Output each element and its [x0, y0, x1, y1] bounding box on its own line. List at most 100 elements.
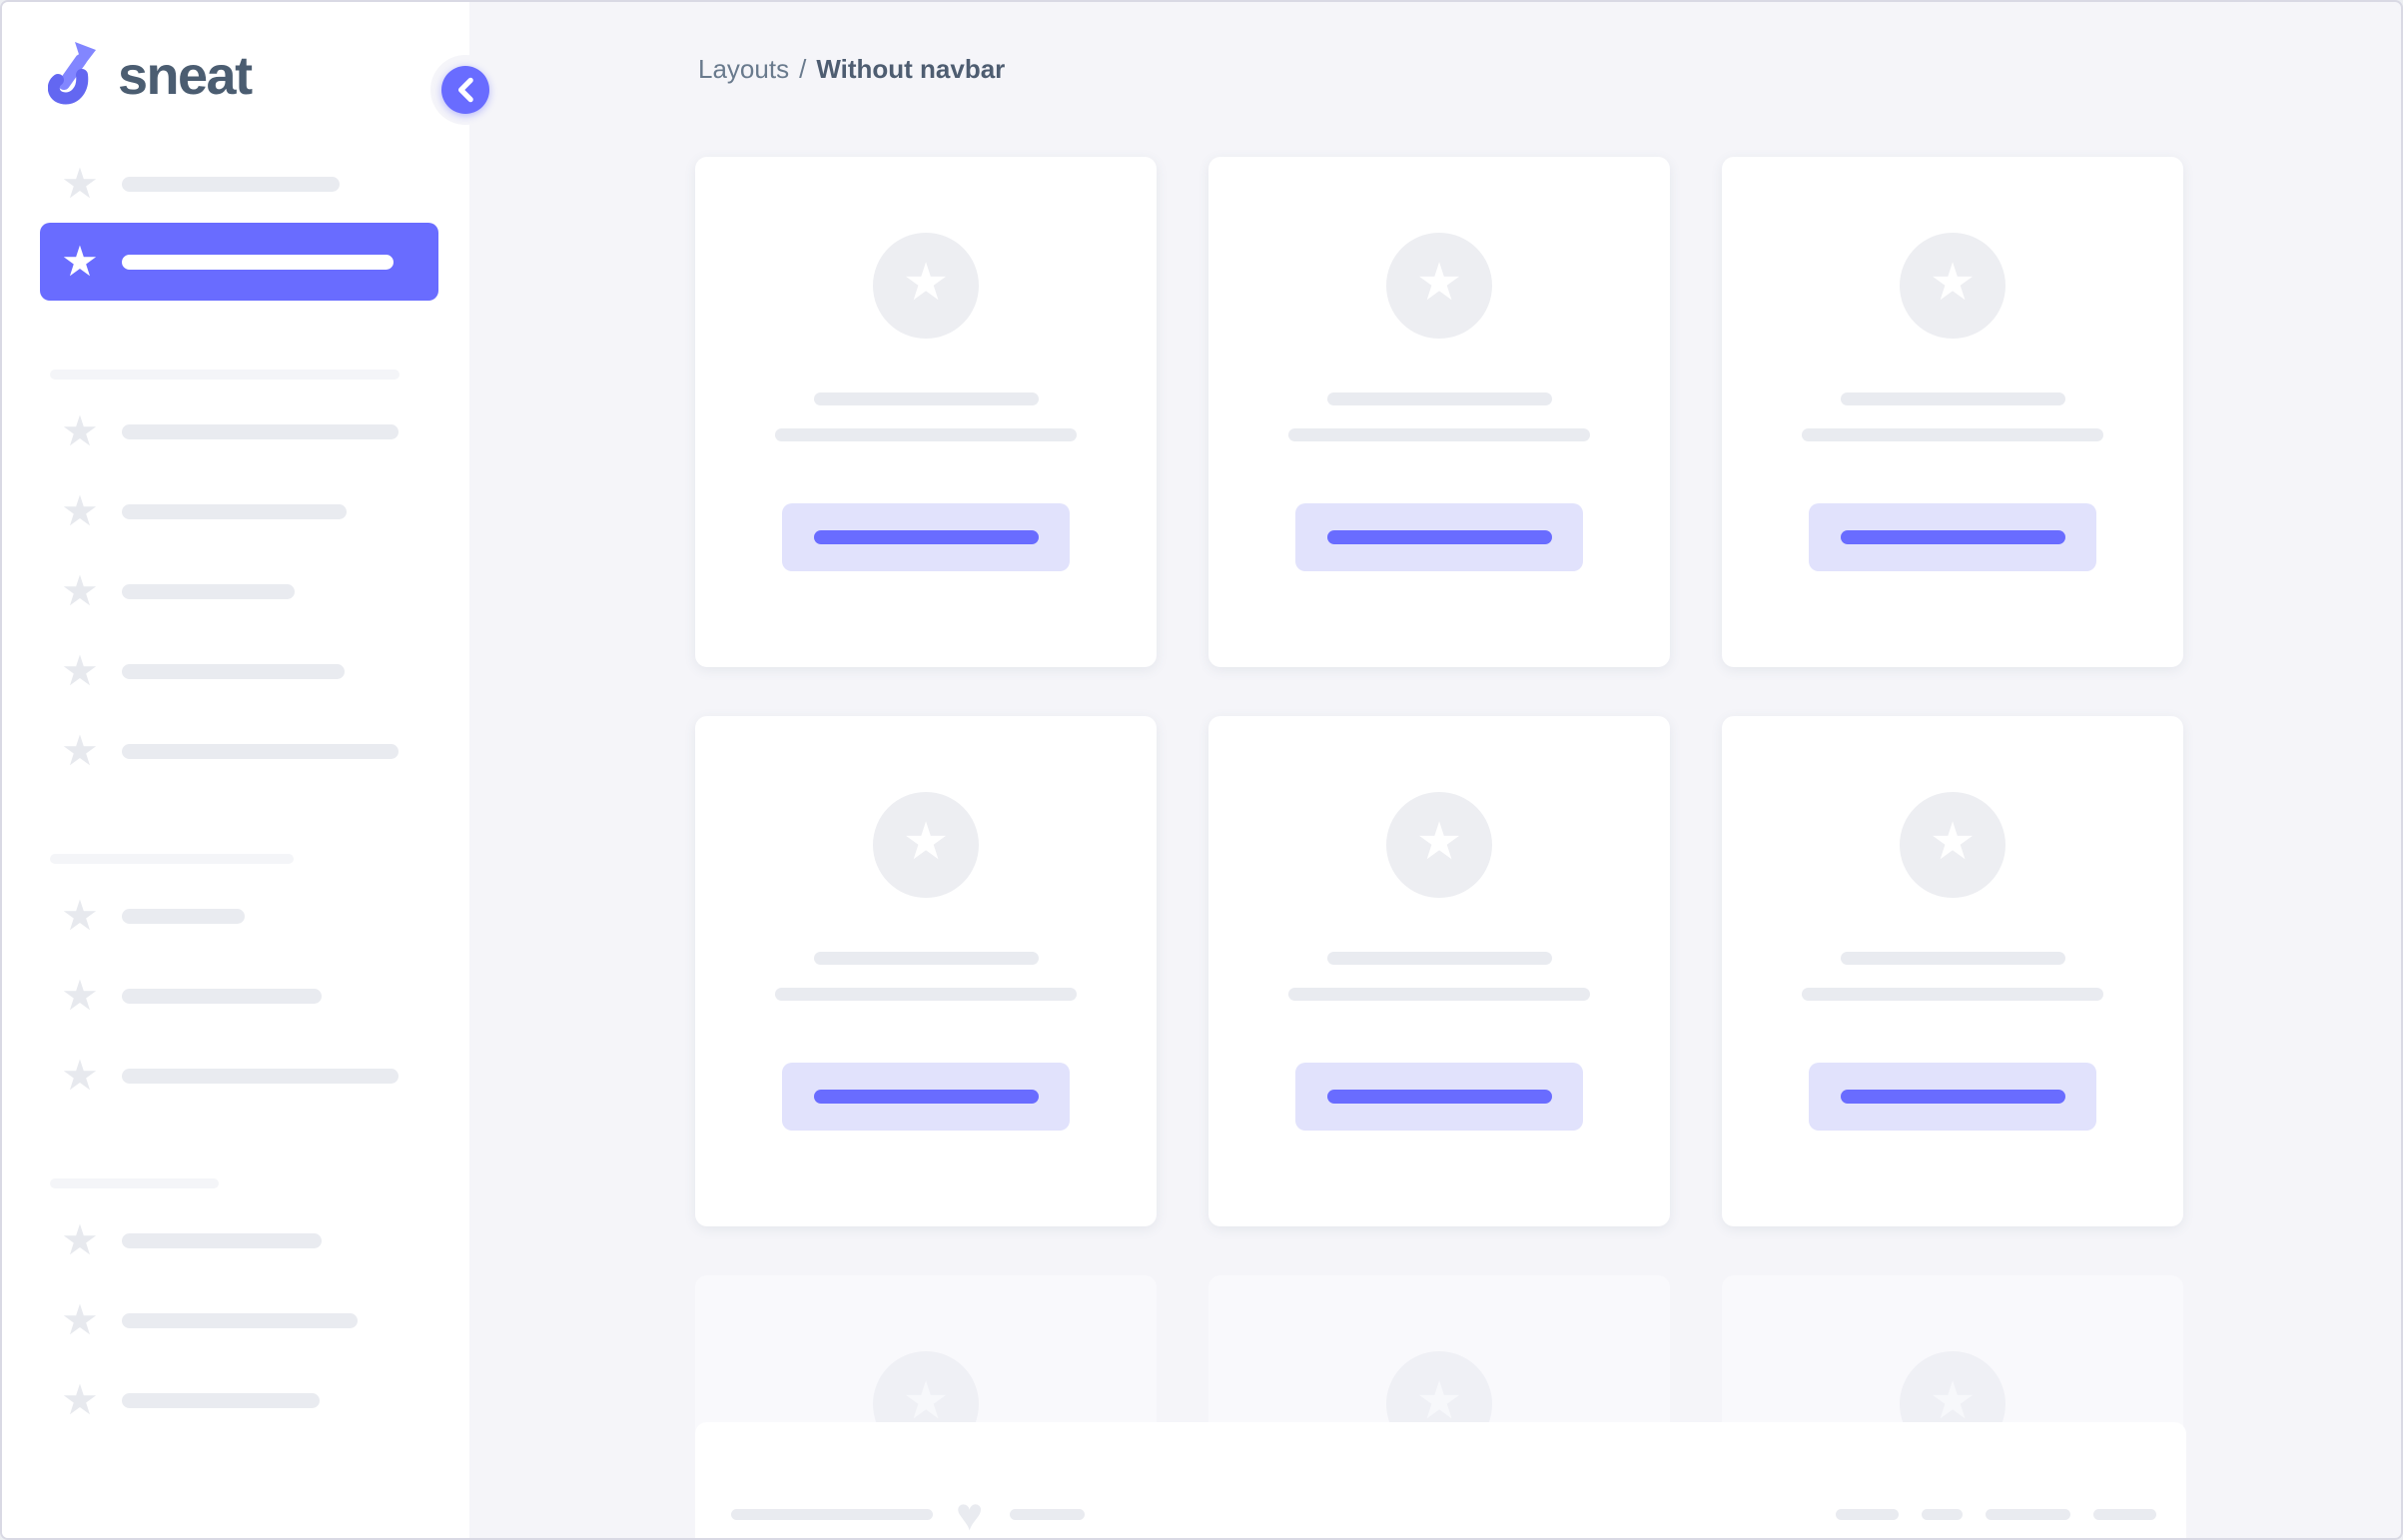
card-text-placeholder [1802, 428, 2103, 441]
sidebar-item-label-placeholder [122, 254, 394, 270]
card-avatar: ★ [873, 792, 979, 898]
card-text-placeholder [813, 952, 1039, 965]
sidebar-item-label-placeholder [122, 1392, 320, 1408]
footer-link-placeholder [1922, 1508, 1963, 1520]
heart-icon: ♥ [956, 1488, 984, 1540]
card-action-button[interactable] [1295, 1063, 1583, 1131]
sidebar-collapse-button[interactable] [430, 55, 500, 125]
sidebar-item[interactable]: ★ [2, 1054, 469, 1098]
sidebar-item[interactable]: ★ [2, 974, 469, 1018]
card: ★ [1722, 157, 2183, 667]
card-avatar: ★ [1900, 792, 2005, 898]
breadcrumb-current: Without navbar [816, 54, 1006, 84]
star-icon: ★ [61, 487, 99, 534]
sidebar-section-heading-placeholder [50, 854, 294, 864]
card-action-button[interactable] [1295, 503, 1583, 571]
sidebar-item[interactable]: ★ [2, 409, 469, 453]
card-text-placeholder [1288, 988, 1590, 1001]
card-avatar: ★ [1386, 792, 1492, 898]
brand: sneat [47, 40, 253, 111]
button-label-placeholder [1326, 1090, 1552, 1104]
sidebar-item[interactable]: ★ [2, 894, 469, 938]
sneat-logo-icon [47, 40, 98, 111]
star-icon: ★ [1415, 813, 1463, 871]
button-label-placeholder [813, 530, 1039, 544]
star-icon: ★ [61, 1052, 99, 1099]
sidebar-item[interactable]: ★ [2, 1378, 469, 1422]
star-icon: ★ [61, 1216, 99, 1263]
sidebar-item[interactable]: ★ [2, 649, 469, 693]
star-icon: ★ [61, 567, 99, 614]
card: ★ [1208, 716, 1670, 1226]
sidebar-item[interactable]: ★ [2, 729, 469, 773]
card-avatar: ★ [1386, 233, 1492, 339]
card: ★ [1208, 157, 1670, 667]
card-text-placeholder [1840, 392, 2065, 405]
star-icon: ★ [61, 727, 99, 774]
sidebar-item-label-placeholder [122, 1232, 322, 1248]
sidebar-item-label-placeholder [122, 988, 322, 1004]
sidebar-item[interactable]: ★ [2, 1218, 469, 1262]
sidebar-section-heading-placeholder [50, 370, 400, 380]
card-text-placeholder [775, 428, 1077, 441]
sidebar-item-label-placeholder [122, 1068, 399, 1084]
button-label-placeholder [813, 1090, 1039, 1104]
card-text-placeholder [813, 392, 1039, 405]
star-icon: ★ [61, 1296, 99, 1343]
sidebar-nav: ★ ★ ★ ★ ★ ★ ★ ★ ★ ★ ★ ★ ★ [2, 162, 469, 1458]
sidebar-item[interactable]: ★ [2, 1298, 469, 1342]
card-text-placeholder [775, 988, 1077, 1001]
sidebar-item-label-placeholder [122, 176, 340, 192]
star-icon: ★ [902, 254, 950, 312]
sidebar-item[interactable]: ★ [2, 162, 469, 206]
star-icon: ★ [61, 407, 99, 454]
sidebar-item-label-placeholder [122, 503, 347, 519]
button-label-placeholder [1326, 530, 1552, 544]
sidebar-item-active[interactable]: ★ [40, 223, 438, 301]
card-action-button[interactable] [782, 503, 1070, 571]
star-icon: ★ [61, 160, 99, 207]
star-icon: ★ [61, 892, 99, 939]
sidebar: sneat ★ ★ ★ ★ ★ ★ ★ ★ ★ ★ ★ ★ ★ [2, 2, 469, 1538]
footer-links-group [1836, 1508, 2156, 1520]
sidebar-item-label-placeholder [122, 583, 295, 599]
footer-text-placeholder [731, 1508, 933, 1520]
sidebar-item-label-placeholder [122, 663, 345, 679]
card: ★ [695, 716, 1157, 1226]
card-action-button[interactable] [1809, 1063, 2096, 1131]
sidebar-item[interactable]: ★ [2, 489, 469, 533]
star-icon: ★ [61, 972, 99, 1019]
star-icon: ★ [1929, 1372, 1977, 1430]
breadcrumb-separator: / [799, 54, 807, 84]
card-action-button[interactable] [1809, 503, 2096, 571]
star-icon: ★ [1415, 254, 1463, 312]
star-icon: ★ [61, 238, 99, 285]
star-icon: ★ [1929, 254, 1977, 312]
brand-name: sneat [118, 45, 253, 106]
card-avatar: ★ [873, 233, 979, 339]
sidebar-item[interactable]: ★ [2, 569, 469, 613]
page-footer: ♥ [695, 1422, 2186, 1540]
star-icon: ★ [61, 1376, 99, 1423]
card-text-placeholder [1840, 952, 2065, 965]
star-icon: ★ [61, 647, 99, 694]
footer-link-placeholder [1836, 1508, 1899, 1520]
chevron-left-icon [441, 66, 489, 114]
star-icon: ★ [902, 813, 950, 871]
card-text-placeholder [1326, 952, 1552, 965]
star-icon: ★ [1415, 1372, 1463, 1430]
card-text-placeholder [1802, 988, 2103, 1001]
cards-grid: ★ ★ ★ ★ ★ ★ ★ ★ ★ [695, 157, 2183, 1538]
button-label-placeholder [1840, 530, 2065, 544]
breadcrumb-parent[interactable]: Layouts [698, 54, 790, 84]
card-text-placeholder [1326, 392, 1552, 405]
card: ★ [1722, 716, 2183, 1226]
star-icon: ★ [1929, 813, 1977, 871]
star-icon: ★ [902, 1372, 950, 1430]
sidebar-item-label-placeholder [122, 1312, 358, 1328]
card-text-placeholder [1288, 428, 1590, 441]
sidebar-item-label-placeholder [122, 743, 399, 759]
card-action-button[interactable] [782, 1063, 1070, 1131]
footer-text-placeholder [1010, 1508, 1086, 1520]
